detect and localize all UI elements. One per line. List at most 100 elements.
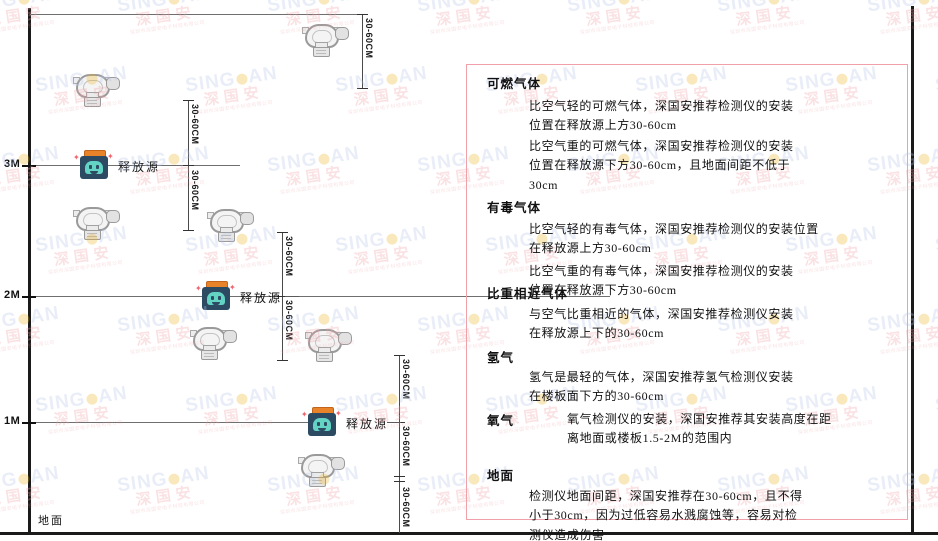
- watermark-cn: 深国安: [0, 324, 47, 350]
- dimension-cap: [183, 165, 194, 166]
- gas-detector-icon: [302, 22, 349, 57]
- watermark-cn: 深国安: [135, 484, 197, 510]
- gas-detector-icon: [298, 452, 345, 487]
- watermark-cn: 深国安: [135, 4, 197, 30]
- gas-detector-icon: [190, 325, 237, 360]
- level-line-1m: [30, 422, 310, 423]
- watermark-sub: 深圳市深国安电子科技有限公司: [931, 98, 938, 118]
- watermark-cn: 深国安: [0, 484, 47, 510]
- dimension-text: 30-60CM: [401, 359, 411, 400]
- panel-section-heading: 氢气: [487, 351, 515, 365]
- panel-section-heading: 氧气: [487, 414, 515, 428]
- dimension-line-top: [362, 14, 363, 88]
- watermark-cn: 深国安: [928, 81, 938, 113]
- release-source-label: 释放源: [118, 160, 161, 174]
- leader-line: [285, 296, 299, 297]
- dimension-cap: [183, 230, 194, 231]
- watermark-cn: 深国安: [928, 401, 938, 433]
- watermark-cn: 深国安: [585, 4, 647, 30]
- watermark-cn: 深国安: [435, 4, 497, 30]
- watermark-sub: 深圳市深国安电子科技有限公司: [931, 418, 938, 438]
- panel-section-paragraph: 比空气轻的有毒气体，深国安推荐检测仪的安装位置 在释放源上方30-60cm: [529, 222, 819, 256]
- dimension-cap: [357, 14, 368, 15]
- gas-detector-icon: [73, 72, 120, 107]
- dimension-cap: [394, 355, 405, 356]
- right-edge-line: [911, 6, 914, 534]
- watermark-cn: 深国安: [885, 4, 938, 30]
- watermark-cn: 深国安: [353, 84, 415, 110]
- watermark-cn: 深国安: [203, 244, 265, 270]
- watermark-cn: 深国安: [203, 404, 265, 430]
- panel-section-paragraph: 与空气比重相近的气体，深国安推荐检测仪安装 在释放源上下的30-60cm: [529, 307, 794, 341]
- info-panel: 可燃气体 比空气轻的可燃气体，深国安推荐检测仪的安装 位置在释放源上方30-60c…: [466, 64, 908, 541]
- dimension-text: 30-60CM: [401, 426, 411, 467]
- dimension-cap: [277, 296, 288, 297]
- watermark-sub: 深圳市深国安电子科技有限公司: [347, 260, 424, 277]
- watermark-cn: 深国安: [53, 244, 115, 270]
- panel-section-heading: 有毒气体: [487, 201, 542, 215]
- watermark-sub: 深圳市深国安电子科技有限公司: [129, 500, 206, 517]
- leader-line: [387, 422, 401, 423]
- watermark-sub: 深圳市深国安电子科技有限公司: [47, 260, 124, 277]
- release-source-icon: ✦ ✦: [301, 407, 342, 437]
- watermark-sub: 深圳市深国安电子科技有限公司: [0, 180, 56, 197]
- watermark-sub: 深圳市深国安电子科技有限公司: [0, 340, 56, 357]
- gas-detector-icon: [73, 205, 120, 240]
- level-line-3m: [30, 165, 240, 166]
- dimension-cap: [394, 481, 405, 482]
- watermark-sub: 深圳市深国安电子科技有限公司: [279, 500, 356, 517]
- dimension-cap: [277, 232, 288, 233]
- axis-label-2m: 2M: [4, 289, 21, 301]
- dimension-text: 30-60CM: [401, 487, 411, 528]
- watermark-cn: 深国安: [53, 404, 115, 430]
- watermark-sub: 深圳市深国安电子科技有限公司: [129, 20, 206, 37]
- level-line-2m: [30, 296, 610, 297]
- dimension-cap: [277, 360, 288, 361]
- watermark-cn: 深国安: [285, 164, 347, 190]
- watermark-sub: 深圳市深国安电子科技有限公司: [0, 20, 56, 37]
- watermark-sub: 深圳市深国安电子科技有限公司: [279, 180, 356, 197]
- level-line-top: [30, 14, 362, 15]
- watermark-sub: 深圳市深国安电子科技有限公司: [429, 20, 506, 37]
- watermark-sub: 深圳市深国安电子科技有限公司: [729, 20, 806, 37]
- tick-1m: [22, 422, 36, 424]
- panel-section-paragraph: 比空气重的有毒气体，深国安推荐检测仪的安装 位置在释放源下方30-60cm: [529, 264, 794, 298]
- panel-section-paragraph: 氧气检测仪的安装，深国安推荐其安装高度在距 离地面或楼板1.5-2M的范围内: [567, 412, 832, 446]
- ground-label: 地面: [38, 515, 64, 527]
- panel-section-paragraph: 比空气轻的可燃气体，深国安推荐检测仪的安装 位置在释放源上方30-60cm: [529, 99, 794, 133]
- panel-section-paragraph: 氢气是最轻的气体，深国安推荐氢气检测仪安装 在楼板面下方的30-60cm: [529, 370, 794, 404]
- watermark-sub: 深圳市深国安电子科技有限公司: [197, 260, 274, 277]
- tick-3m: [22, 165, 36, 167]
- gas-detector-icon: [207, 207, 254, 242]
- watermark-cn: 深国安: [928, 241, 938, 273]
- dimension-cap: [183, 100, 194, 101]
- watermark-cn: 深国安: [353, 244, 415, 270]
- ground-baseline: [0, 532, 938, 535]
